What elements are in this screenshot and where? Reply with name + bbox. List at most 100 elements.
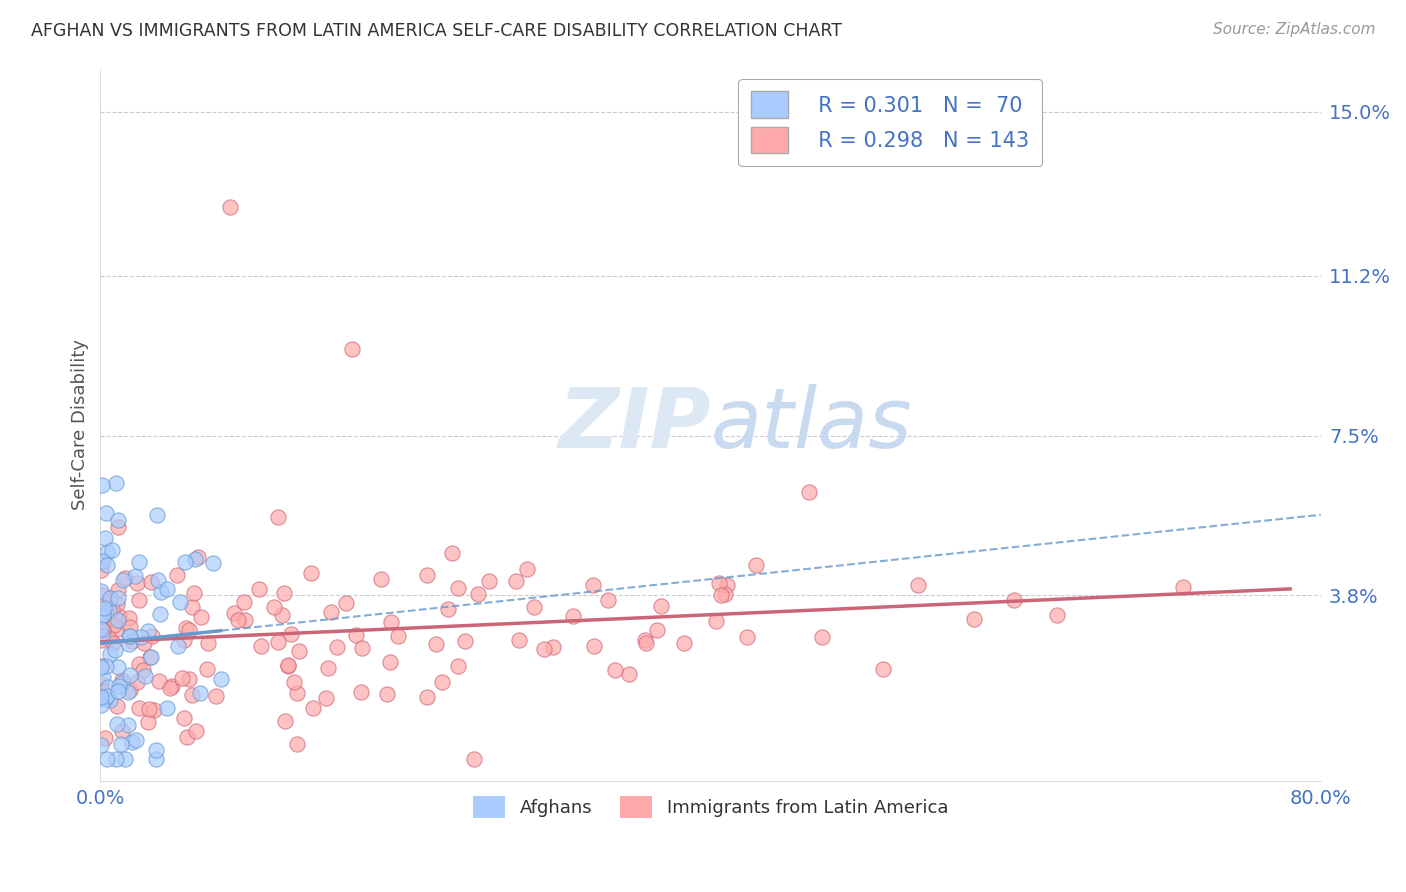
Point	[90, 633, 112, 648]
Point	[177, 623, 200, 637]
Point	[96, 689, 118, 703]
Point	[716, 578, 738, 592]
Point	[91, 607, 114, 622]
Point	[425, 637, 447, 651]
Point	[710, 588, 733, 602]
Point	[110, 737, 132, 751]
Point	[105, 698, 128, 713]
Point	[315, 691, 337, 706]
Point	[149, 585, 172, 599]
Point	[1173, 580, 1195, 594]
Point	[167, 639, 190, 653]
Point	[335, 596, 357, 610]
Point	[176, 731, 198, 745]
Point	[91, 619, 114, 633]
Point	[273, 586, 295, 600]
Point	[128, 701, 150, 715]
Text: atlas: atlas	[710, 384, 912, 466]
Point	[173, 711, 195, 725]
Point	[350, 684, 373, 698]
Point	[181, 689, 204, 703]
Point	[93, 691, 115, 706]
Point	[232, 595, 254, 609]
Point	[299, 566, 322, 581]
Y-axis label: Self-Care Disability: Self-Care Disability	[72, 339, 89, 510]
Point	[90, 623, 112, 637]
Point	[91, 629, 114, 643]
Point	[138, 649, 160, 664]
Point	[285, 737, 308, 751]
Point	[97, 603, 120, 617]
Point	[107, 679, 129, 693]
Point	[416, 568, 439, 582]
Point	[188, 686, 211, 700]
Point	[90, 659, 112, 673]
Point	[467, 587, 489, 601]
Point	[636, 636, 658, 650]
Point	[128, 592, 150, 607]
Point	[120, 620, 142, 634]
Point	[430, 674, 453, 689]
Point	[441, 546, 464, 560]
Point	[91, 624, 114, 638]
Point	[101, 636, 124, 650]
Point	[96, 752, 118, 766]
Point	[148, 674, 170, 689]
Point	[107, 684, 129, 698]
Point	[98, 647, 121, 661]
Point	[316, 661, 339, 675]
Point	[98, 693, 121, 707]
Point	[302, 701, 325, 715]
Point	[344, 628, 367, 642]
Point	[283, 675, 305, 690]
Point	[162, 679, 184, 693]
Point	[797, 484, 820, 499]
Point	[174, 621, 197, 635]
Point	[114, 752, 136, 766]
Point	[118, 637, 141, 651]
Point	[127, 576, 149, 591]
Point	[319, 606, 342, 620]
Point	[370, 572, 392, 586]
Point	[673, 636, 696, 650]
Point	[145, 752, 167, 766]
Point	[263, 599, 285, 614]
Point	[288, 643, 311, 657]
Point	[582, 639, 605, 653]
Point	[186, 724, 208, 739]
Point	[274, 714, 297, 728]
Point	[173, 632, 195, 647]
Point	[105, 752, 128, 766]
Point	[93, 731, 115, 745]
Point	[202, 556, 225, 570]
Point	[634, 632, 657, 647]
Point	[387, 629, 409, 643]
Point	[204, 689, 226, 703]
Point	[166, 568, 188, 582]
Point	[447, 581, 470, 595]
Point	[149, 607, 172, 621]
Legend: Afghans, Immigrants from Latin America: Afghans, Immigrants from Latin America	[465, 789, 955, 825]
Point	[209, 672, 232, 686]
Point	[128, 555, 150, 569]
Point	[118, 667, 141, 681]
Point	[107, 513, 129, 527]
Point	[107, 583, 129, 598]
Point	[617, 667, 640, 681]
Point	[561, 609, 583, 624]
Point	[280, 626, 302, 640]
Point	[477, 574, 499, 589]
Point	[156, 701, 179, 715]
Point	[173, 556, 195, 570]
Point	[454, 633, 477, 648]
Point	[340, 342, 363, 356]
Point	[127, 675, 149, 690]
Point	[267, 510, 290, 524]
Point	[90, 738, 112, 752]
Point	[1002, 592, 1025, 607]
Point	[107, 613, 129, 627]
Point	[90, 478, 112, 492]
Point	[96, 544, 118, 558]
Point	[94, 603, 117, 617]
Point	[222, 606, 245, 620]
